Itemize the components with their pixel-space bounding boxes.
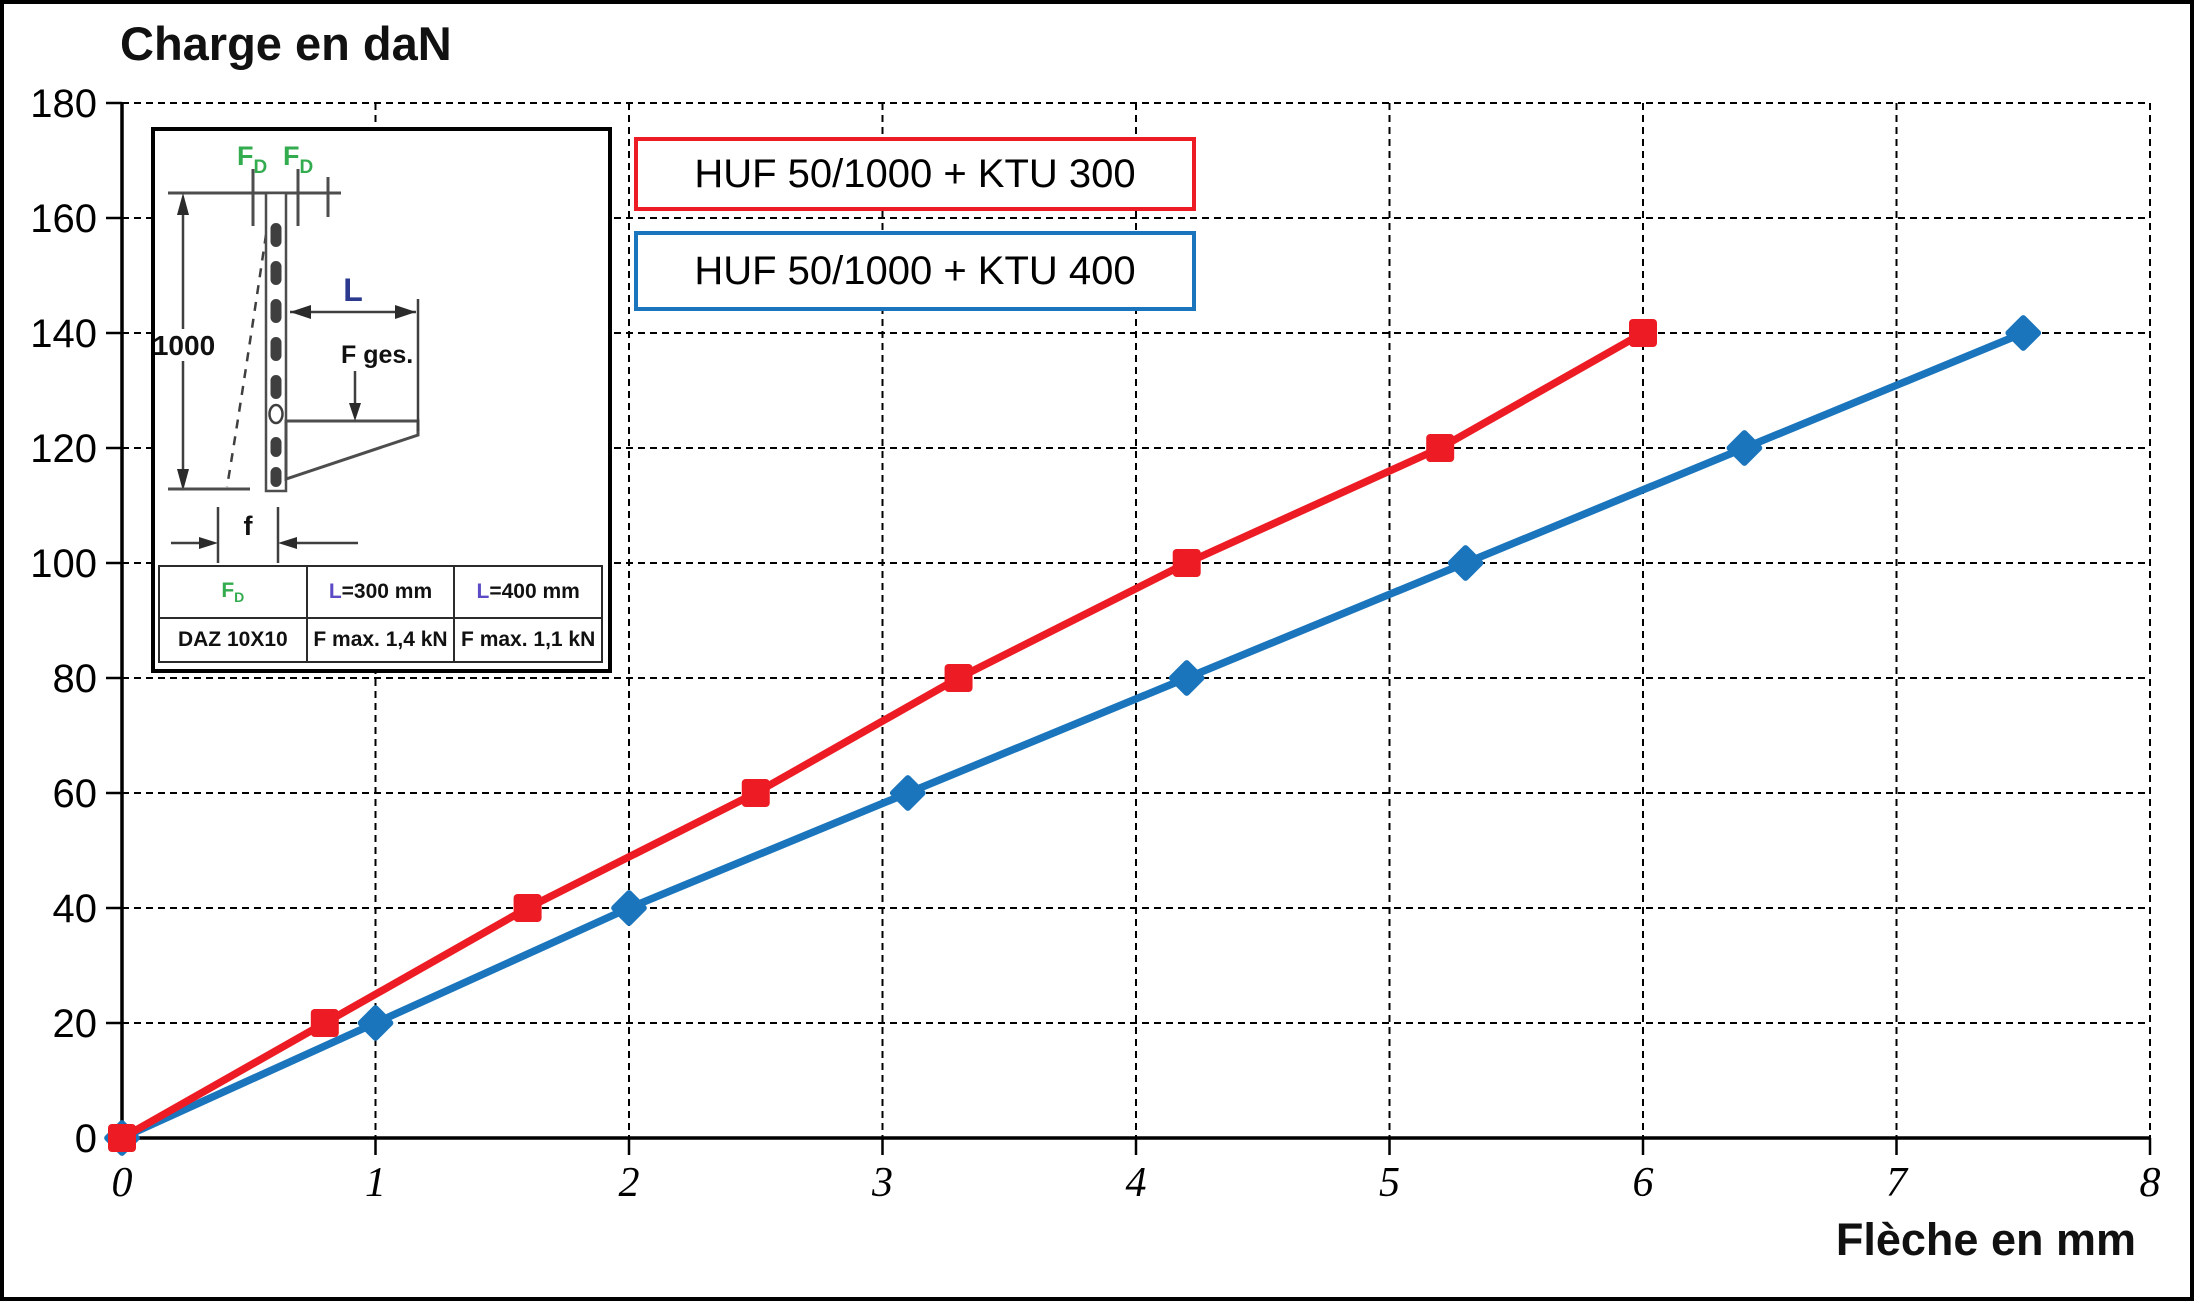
y-tick-label: 60: [53, 772, 98, 816]
table-header-fd: FD: [158, 565, 308, 619]
x-tick-label: 0: [112, 1160, 133, 1206]
x-tick-label: 4: [1126, 1160, 1147, 1206]
y-tick-label: 180: [30, 82, 97, 126]
post-slots: [270, 223, 282, 487]
arrowhead-down-icon: [349, 403, 361, 421]
x-tick-label: 5: [1379, 1160, 1400, 1206]
arrowhead-left-icon: [290, 305, 311, 319]
table-cell-fmax-300: F max. 1,4 kN: [305, 617, 456, 663]
x-axis-title: Flèche en mm: [1835, 1214, 2136, 1265]
marker-diamond: [357, 1005, 394, 1041]
deflection-label: f: [244, 511, 254, 541]
x-tick-label: 1: [365, 1160, 386, 1206]
marker-diamond: [1726, 430, 1763, 466]
table-cell-fmax-400: F max. 1,1 kN: [453, 617, 603, 663]
marker-diamond: [890, 775, 926, 811]
arrowhead-right-icon: [395, 305, 416, 319]
marker-square: [944, 664, 973, 692]
force-fd-label: FD: [237, 141, 267, 178]
x-tick-label: 8: [2140, 1160, 2161, 1206]
legend-label-ktu300: HUF 50/1000 + KTU 300: [694, 151, 1136, 196]
marker-square: [1426, 434, 1455, 462]
marker-diamond: [1168, 660, 1205, 696]
legend-item-ktu300: HUF 50/1000 + KTU 300: [634, 137, 1196, 211]
arrowhead-up-icon: [177, 193, 189, 215]
arrowhead-left-icon: [278, 537, 297, 549]
marker-square: [310, 1009, 339, 1037]
marker-square: [741, 779, 770, 807]
marker-diamond: [1447, 545, 1484, 581]
x-tick-label: 2: [619, 1160, 640, 1206]
series-line-ktu300: [120, 329, 1645, 1142]
inset-spec-table: FD L=300 mm L=400 mm DAZ 10X10 F max. 1,…: [158, 565, 603, 663]
y-tick-label: 0: [75, 1117, 97, 1161]
legend-item-ktu400: HUF 50/1000 + KTU 400: [634, 231, 1196, 311]
inset-diagram-panel: FD FD 1000: [151, 127, 612, 673]
bracket-post-diagram: FD FD 1000: [155, 141, 420, 563]
y-tick-label: 40: [53, 887, 98, 931]
legend-label-ktu400: HUF 50/1000 + KTU 400: [694, 248, 1136, 293]
x-tick-label: 7: [1886, 1160, 1909, 1206]
marker-diamond: [2005, 315, 2042, 351]
cantilever-bracket: [284, 419, 420, 482]
x-tick-label: 3: [871, 1160, 893, 1206]
table-header-l400: L=400 mm: [453, 565, 603, 619]
post-hole: [268, 403, 284, 425]
chart-title: Charge en daN: [120, 17, 452, 70]
series-line-ktu400: [120, 329, 2025, 1142]
height-dim-label: 1000: [155, 330, 215, 361]
arm-dim-label: L: [343, 272, 363, 308]
height-label-bg: [155, 329, 213, 361]
arrowhead-down-icon: [177, 469, 189, 491]
arrowhead-right-icon: [199, 537, 218, 549]
force-fd-label: FD: [283, 141, 313, 178]
table-cell-anchor: DAZ 10X10: [158, 617, 308, 663]
y-tick-label: 100: [30, 542, 97, 586]
y-tick-label: 160: [30, 197, 97, 241]
y-tick-label: 120: [30, 427, 97, 471]
y-tick-label: 80: [53, 657, 98, 701]
marker-square: [1172, 549, 1201, 577]
marker-square: [108, 1124, 136, 1152]
marker-diamond: [611, 890, 647, 926]
marker-square: [1629, 319, 1657, 347]
deflection-dashed-line: [225, 200, 273, 488]
y-tick-label: 20: [53, 1002, 98, 1046]
load-label: F ges.: [341, 341, 413, 369]
x-tick-label: 6: [1633, 1160, 1654, 1206]
marker-square: [513, 894, 542, 922]
table-header-l300: L=300 mm: [305, 565, 456, 619]
y-tick-label: 140: [30, 312, 97, 356]
